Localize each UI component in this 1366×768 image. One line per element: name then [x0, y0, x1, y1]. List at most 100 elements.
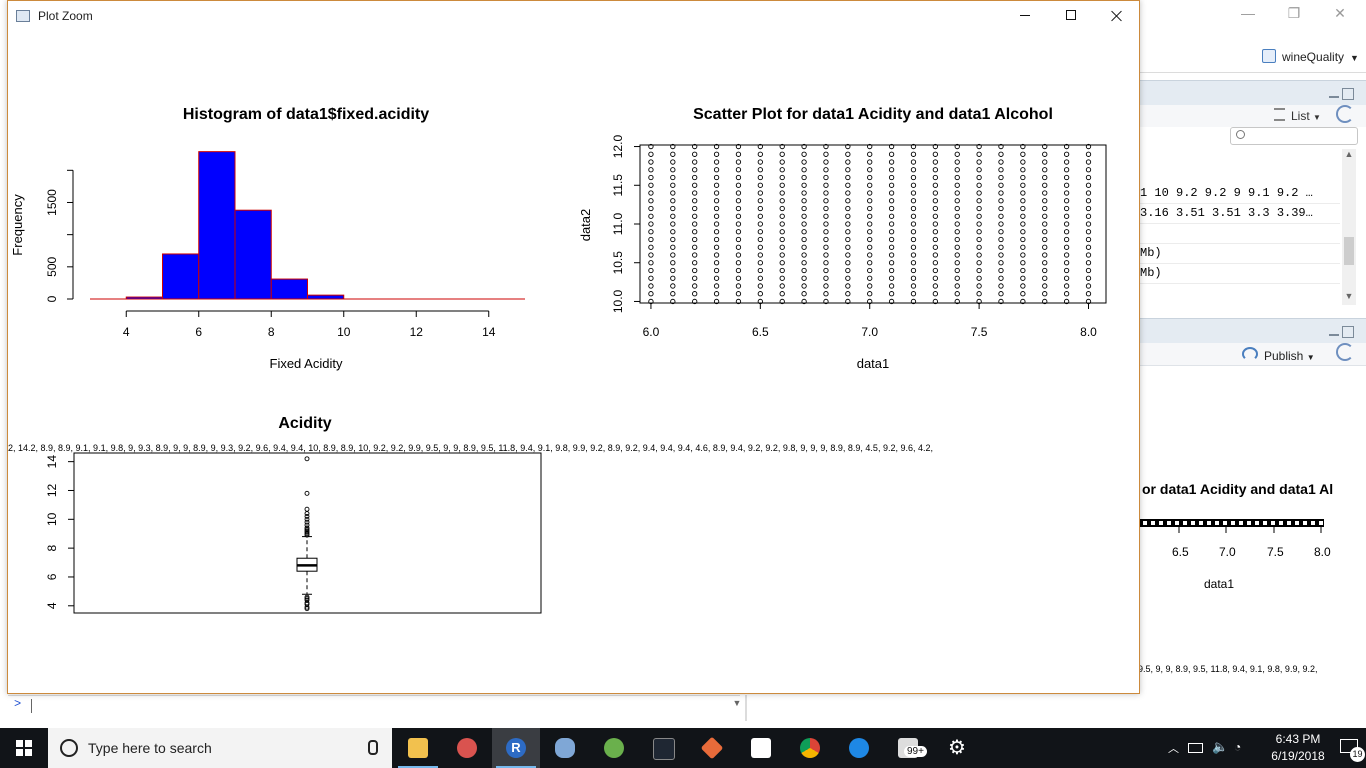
taskbar-search-box[interactable]: Type here to search — [48, 728, 392, 768]
android-studio-taskbar-button[interactable] — [590, 728, 638, 768]
boxplot-title: Acidity — [278, 415, 331, 432]
paint-taskbar-button[interactable] — [443, 728, 491, 768]
chrome-taskbar-button[interactable] — [786, 728, 834, 768]
scatter-point — [976, 244, 982, 250]
scatter-point — [1042, 182, 1048, 188]
scroll-up-icon[interactable]: ▲ — [1344, 149, 1354, 159]
environment-row[interactable]: 3.16 3.51 3.51 3.3 3.39… — [1140, 203, 1340, 224]
scatter-point — [1020, 229, 1026, 235]
refresh-icon[interactable] — [1336, 343, 1354, 361]
scatter-point — [713, 198, 720, 204]
scatter-point — [976, 236, 982, 243]
scatter-point — [801, 244, 807, 250]
battery-icon[interactable] — [1188, 743, 1203, 753]
scatter-point — [888, 198, 895, 204]
scatter-point — [779, 221, 785, 227]
maximize-button[interactable] — [1048, 1, 1094, 31]
microphone-icon[interactable] — [368, 740, 378, 755]
scatter-point — [976, 159, 982, 165]
scatter-x-tick-label: 7.5 — [971, 325, 988, 339]
chevron-up-icon[interactable]: ︿ — [1168, 743, 1179, 755]
console-input[interactable]: > ▼ — [8, 695, 741, 718]
environment-row[interactable] — [1140, 223, 1340, 244]
scatter-point — [1085, 283, 1092, 289]
scatter-point — [910, 298, 917, 305]
scatter-point — [954, 275, 960, 281]
pane-minimize-icon[interactable] — [1329, 96, 1339, 98]
cortana-icon — [60, 739, 78, 757]
dolphin-app-icon — [555, 738, 575, 758]
environment-search-input[interactable] — [1230, 127, 1358, 145]
histogram-title: Histogram of data1$fixed.acidity — [183, 106, 429, 123]
scatter-point — [888, 205, 895, 212]
terminal-taskbar-button[interactable] — [639, 728, 687, 768]
scatter-point — [735, 244, 742, 250]
scatter-x-tick-label: 8.0 — [1080, 325, 1097, 339]
scatter-point — [713, 260, 720, 266]
scrollbar-thumb[interactable] — [1344, 237, 1354, 265]
scatter-point — [998, 143, 1004, 150]
scatter-point — [648, 291, 654, 297]
environment-row[interactable]: Mb) — [1140, 243, 1340, 264]
scatter-point — [910, 267, 917, 274]
scatter-point — [1085, 252, 1092, 258]
pane-minimize-icon[interactable] — [1329, 334, 1339, 336]
scroll-down-icon[interactable]: ▼ — [732, 698, 742, 708]
list-view-button[interactable]: List ▼ — [1274, 108, 1321, 123]
publish-button[interactable]: Publish ▼ — [1242, 347, 1315, 363]
minimize-button[interactable] — [1002, 1, 1048, 31]
calculator-icon — [751, 738, 771, 758]
scatter-point — [888, 275, 895, 281]
histogram-bar — [307, 294, 345, 300]
scatter-point — [735, 198, 742, 204]
scatter-point — [932, 151, 939, 157]
scatter-point — [954, 205, 960, 212]
pane-maximize-icon[interactable] — [1342, 88, 1354, 100]
calculator-taskbar-button[interactable] — [737, 728, 785, 768]
preview-tick-label: 8.0 — [1314, 545, 1331, 559]
scatter-point — [1020, 244, 1026, 250]
clock-time[interactable]: 6:43 PM — [1275, 732, 1321, 746]
start-button[interactable] — [0, 728, 48, 768]
scatter-point — [801, 229, 807, 235]
scatter-point — [648, 244, 654, 250]
boxplot-outlier — [304, 596, 310, 602]
scatter-point — [823, 275, 829, 281]
environment-row[interactable]: 1 10 9.2 9.2 9 9.1 9.2 … — [1140, 183, 1340, 204]
wifi-icon[interactable]: ◔ — [1234, 740, 1242, 754]
pane-splitter[interactable] — [745, 695, 747, 721]
r-taskbar-button[interactable]: R — [492, 728, 540, 768]
edge-taskbar-button[interactable] — [835, 728, 883, 768]
scatter-point — [648, 190, 654, 196]
environment-scrollbar[interactable]: ▲ ▼ — [1342, 149, 1356, 305]
scatter-point — [1042, 167, 1048, 173]
boxplot-chart: Acidity 2, 14.2, 8.9, 8.9, 9.1, 9.1, 9.8… — [8, 415, 933, 614]
scatter-point — [648, 221, 654, 227]
rstudio-restore-button[interactable]: ❐ — [1287, 5, 1301, 21]
scatter-point — [976, 205, 982, 212]
volume-icon[interactable]: 🔈 — [1212, 739, 1229, 754]
git-taskbar-button[interactable] — [688, 728, 736, 768]
plot-zoom-titlebar[interactable]: Plot Zoom — [8, 1, 1139, 31]
clock-date[interactable]: 6/19/2018 — [1271, 749, 1325, 763]
boxplot-outlier — [304, 528, 310, 534]
dolphin-taskbar-button[interactable] — [541, 728, 589, 768]
notification-icon[interactable] — [1340, 739, 1358, 753]
pane-maximize-icon[interactable] — [1342, 326, 1354, 338]
rstudio-minimize-button[interactable]: — — [1241, 5, 1255, 21]
environment-row[interactable]: Mb) — [1140, 263, 1340, 284]
refresh-icon[interactable] — [1336, 105, 1354, 123]
scroll-down-icon[interactable]: ▼ — [1344, 291, 1354, 301]
scatter-point — [845, 151, 851, 157]
project-menu[interactable]: wineQuality ▼ — [1262, 49, 1359, 64]
file-explorer-taskbar-button[interactable] — [394, 728, 442, 768]
scatter-point — [713, 221, 720, 227]
scatter-point — [670, 151, 676, 157]
scatter-point — [735, 221, 742, 227]
rstudio-close-button[interactable]: ✕ — [1334, 5, 1346, 21]
scatter-point — [976, 182, 982, 188]
scatter-point — [801, 190, 807, 196]
project-icon — [1262, 49, 1276, 63]
mail-taskbar-button[interactable]: 99+ — [884, 728, 932, 768]
settings-taskbar-button[interactable]: ⚙ — [933, 728, 981, 768]
